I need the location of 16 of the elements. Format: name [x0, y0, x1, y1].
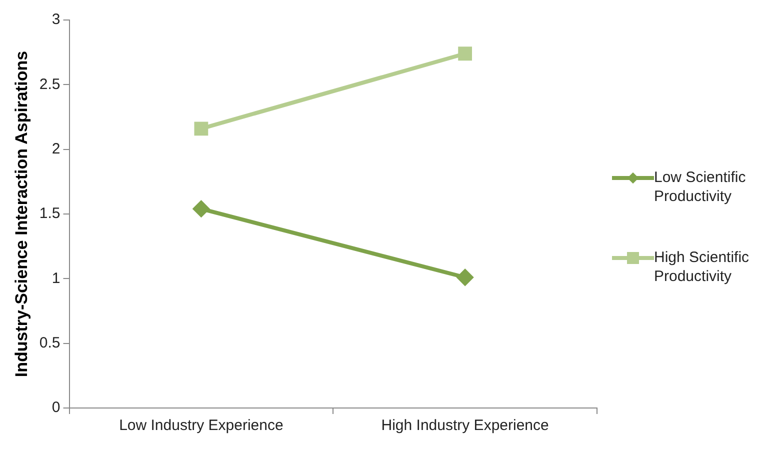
- y-tick-label: 0: [52, 399, 60, 416]
- y-tick-label: 2: [52, 140, 60, 158]
- x-tick-label: Low Industry Experience: [119, 417, 284, 434]
- y-tick-label: 0.5: [39, 334, 60, 352]
- point: [193, 200, 210, 217]
- point: [457, 269, 474, 286]
- y-tick-label: 3: [52, 11, 60, 28]
- x-tick-label: High Industry Experience: [381, 417, 549, 434]
- point: [194, 122, 208, 136]
- point: [458, 46, 472, 61]
- legend-label: High Scientific Productivity: [654, 248, 750, 286]
- y-tick-label: 1.5: [39, 205, 60, 222]
- y-tick-label: 1: [52, 270, 60, 287]
- legend-label: Low Scientific Productivity: [654, 168, 747, 206]
- y-tick-label: 2.5: [39, 76, 60, 93]
- y-axis-title: Industry-Science Interaction Aspirations: [12, 50, 31, 378]
